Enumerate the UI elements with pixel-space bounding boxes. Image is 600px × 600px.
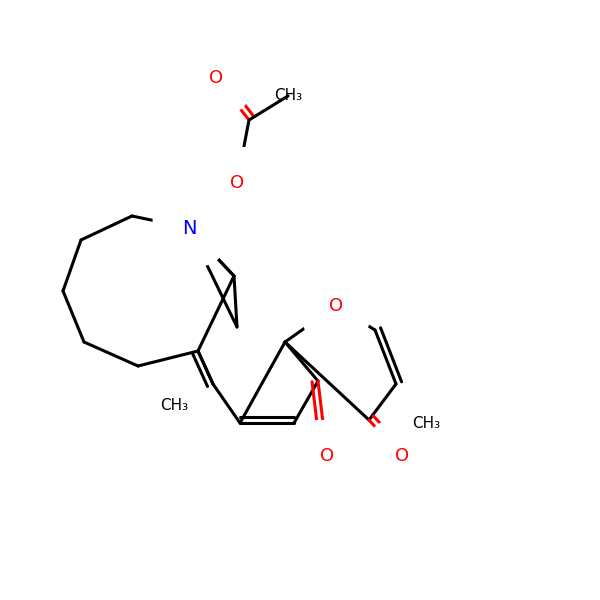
Text: O: O [230, 174, 244, 192]
Text: N: N [182, 218, 196, 238]
Text: CH₃: CH₃ [412, 415, 440, 431]
Text: O: O [320, 447, 334, 465]
Text: O: O [209, 69, 223, 87]
Text: CH₃: CH₃ [160, 397, 188, 413]
Text: O: O [395, 447, 409, 465]
Text: O: O [329, 297, 343, 315]
Text: CH₃: CH₃ [274, 88, 302, 103]
